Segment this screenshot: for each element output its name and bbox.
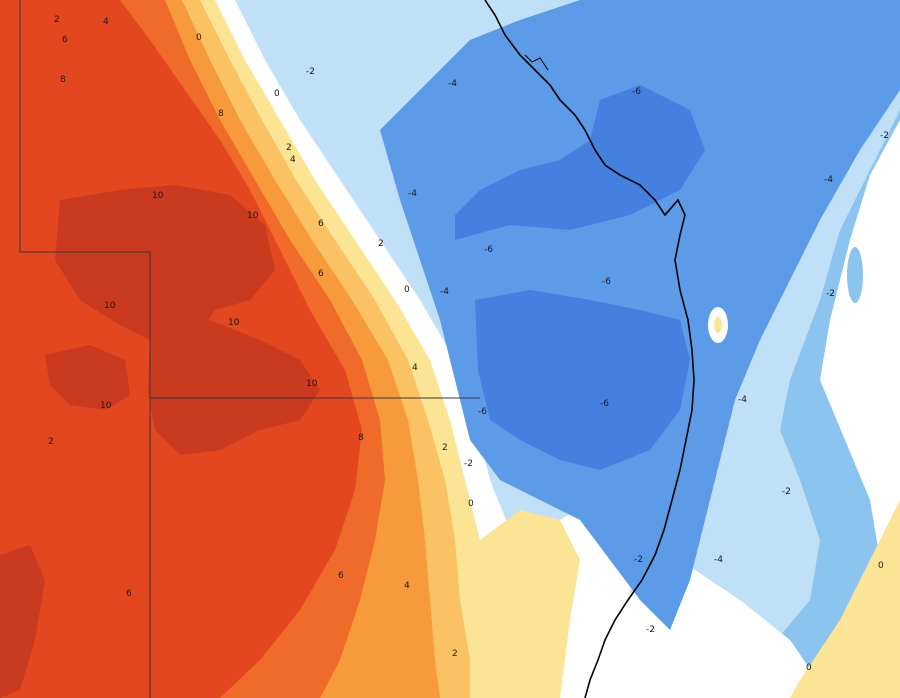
contour-label: -4: [714, 555, 723, 565]
contour-labels: 2 4 6 8 10 10 10 10 10 10 8 8 6 6 6 6 4 …: [48, 15, 889, 673]
cool-six-band-south: [475, 290, 690, 470]
contour-label: -2: [306, 67, 315, 77]
contour-label: 0: [468, 499, 474, 509]
contour-label: 2: [452, 649, 458, 659]
coastline-islands: [524, 54, 549, 71]
contour-label: -4: [824, 175, 833, 185]
contour-label: 6: [62, 35, 68, 45]
contour-label: -6: [602, 277, 611, 287]
contour-label: -4: [738, 395, 747, 405]
contour-label: -6: [632, 87, 641, 97]
contour-label: 6: [126, 589, 132, 599]
contour-label: 8: [60, 75, 66, 85]
contour-label: -2: [634, 555, 643, 565]
cool-six-band: [455, 85, 705, 240]
contour-label: 2: [54, 15, 60, 25]
contour-label: 2: [442, 443, 448, 453]
contour-label: 10: [104, 301, 116, 311]
contour-label: 0: [274, 89, 280, 99]
contour-label: 2: [48, 437, 54, 447]
contour-label: 4: [412, 363, 418, 373]
contour-label: 0: [878, 561, 884, 571]
contour-label: -4: [408, 189, 417, 199]
contour-label: 8: [218, 109, 224, 119]
contour-label: -2: [646, 625, 655, 635]
warm-ten-region-north: [55, 185, 275, 345]
contour-label: 10: [228, 318, 240, 328]
contour-label: 6: [318, 269, 324, 279]
contour-label: 6: [338, 571, 344, 581]
contour-label: 10: [152, 191, 164, 201]
island-cell-east-core: [714, 317, 722, 333]
state-border-north: [19, 0, 151, 698]
contour-label: -2: [826, 289, 835, 299]
contour-label: 10: [306, 379, 318, 389]
warm-ten-region-southwest: [0, 545, 45, 698]
contour-label: -4: [448, 79, 457, 89]
contour-label: -2: [464, 459, 473, 469]
contour-label: -2: [782, 487, 791, 497]
contour-label: -6: [600, 399, 609, 409]
contour-label: -6: [478, 407, 487, 417]
contour-label: 10: [247, 211, 259, 221]
contour-label: 4: [290, 155, 296, 165]
contour-label: 10: [100, 401, 112, 411]
contour-label: 8: [358, 433, 364, 443]
neutral-band-east: [820, 120, 900, 640]
contour-label: 0: [806, 663, 812, 673]
contour-label: 4: [103, 17, 109, 27]
contour-label: 2: [378, 239, 384, 249]
warm-ten-region-west: [45, 345, 130, 410]
contour-label: 6: [318, 219, 324, 229]
contour-label: -6: [484, 245, 493, 255]
contour-label: 2: [286, 143, 292, 153]
contour-label: 0: [404, 285, 410, 295]
contour-label: -2: [880, 131, 889, 141]
island-cell-far-east: [847, 247, 863, 303]
contour-label: 4: [404, 581, 410, 591]
warm-ten-region-central: [148, 320, 320, 455]
coastline: [484, 0, 695, 698]
warm-zero-band-southeast: [790, 500, 900, 698]
contour-label: -4: [440, 287, 449, 297]
contour-label: 0: [196, 33, 202, 43]
